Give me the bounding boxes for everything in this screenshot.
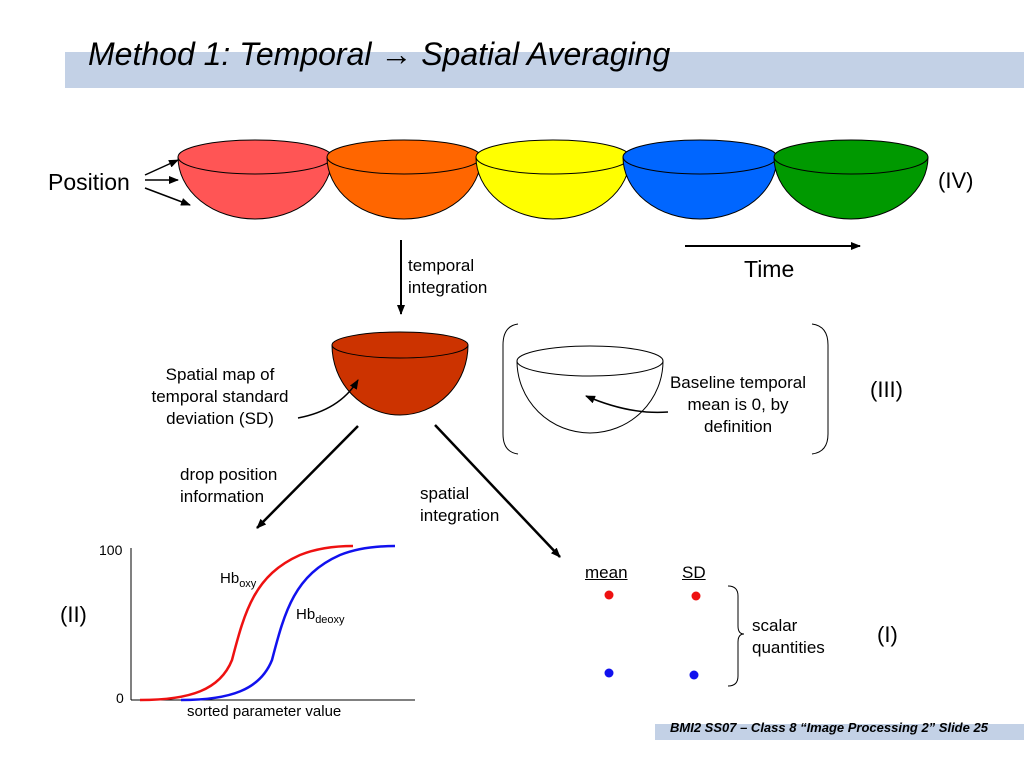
label-line: mean is 0, by — [687, 395, 789, 414]
series-name: Hb — [296, 606, 316, 623]
mean-header: mean — [585, 563, 628, 582]
y-tick-0: 0 — [116, 690, 124, 706]
sd-pointer-arrow — [297, 379, 359, 419]
scalar-label: scalar quantities — [752, 615, 825, 659]
label-line: temporal — [408, 256, 475, 275]
position-label: Position — [48, 169, 130, 195]
left-bracket — [502, 323, 519, 455]
sd-deoxy-dot — [689, 670, 699, 680]
bowl-2 — [326, 139, 482, 220]
label-line: spatial — [420, 484, 470, 503]
bowl-1 — [177, 139, 333, 220]
position-arrows — [144, 159, 191, 206]
label-line: quantities — [752, 638, 825, 657]
stage-ii-label: (II) — [60, 602, 87, 627]
spatial-integration-label: spatial integration — [420, 483, 499, 527]
label-line: Spatial map of — [165, 365, 275, 384]
sd-map-label: Spatial map of temporal standard deviati… — [140, 364, 300, 430]
stage-iv-label: (IV) — [938, 168, 974, 193]
label-line: integration — [420, 506, 500, 525]
mean-oxy-dot — [604, 590, 614, 600]
spatial-integration-arrow — [434, 424, 561, 558]
drop-position-arrow — [256, 425, 359, 529]
x-axis-label: sorted parameter value — [187, 703, 342, 720]
label-line: drop position — [180, 465, 278, 484]
bowl-4 — [622, 139, 778, 220]
footer-text: BMI2 SS07 – Class 8 “Image Processing 2”… — [670, 720, 988, 735]
mean-deoxy-dot — [604, 668, 614, 678]
hb-deoxy-label: Hbdeoxy — [296, 606, 345, 626]
sd-map-bowl — [331, 331, 469, 416]
cdf-chart — [130, 544, 415, 702]
label-line: information — [180, 487, 265, 506]
bowl-5 — [773, 139, 929, 220]
drop-position-label: drop position information — [180, 464, 277, 508]
baseline-pointer-arrow — [585, 395, 669, 414]
stage-iii-label: (III) — [870, 377, 903, 402]
title-band — [65, 52, 1024, 88]
label-line: definition — [703, 417, 773, 436]
sd-header: SD — [682, 563, 706, 582]
label-line: deviation (SD) — [166, 409, 274, 428]
baseline-label: Baseline temporal mean is 0, by definiti… — [652, 372, 824, 438]
sd-oxy-dot — [691, 591, 701, 601]
series-sub: oxy — [239, 578, 257, 590]
label-line: integration — [408, 278, 488, 297]
series-sub: deoxy — [315, 614, 345, 626]
hb-oxy-label: Hboxy — [220, 570, 256, 590]
temporal-integration-label: temporal integration — [408, 255, 487, 299]
hb-oxy-curve — [139, 544, 354, 702]
footer-band — [655, 724, 1024, 740]
time-label: Time — [744, 256, 795, 282]
right-bracket — [811, 323, 829, 455]
slide-title: Method 1: Temporal → Spatial Averaging — [88, 36, 671, 72]
label-line: Baseline temporal — [669, 373, 807, 392]
series-name: Hb — [220, 570, 240, 587]
label-line: scalar — [752, 616, 798, 635]
baseline-bowl — [516, 345, 664, 434]
scalar-bracket — [727, 585, 745, 687]
stage-i-label: (I) — [877, 622, 898, 647]
bowl-3 — [475, 139, 631, 220]
hb-deoxy-curve — [180, 544, 396, 702]
y-tick-100: 100 — [99, 542, 123, 558]
label-line: temporal standard — [151, 387, 289, 406]
